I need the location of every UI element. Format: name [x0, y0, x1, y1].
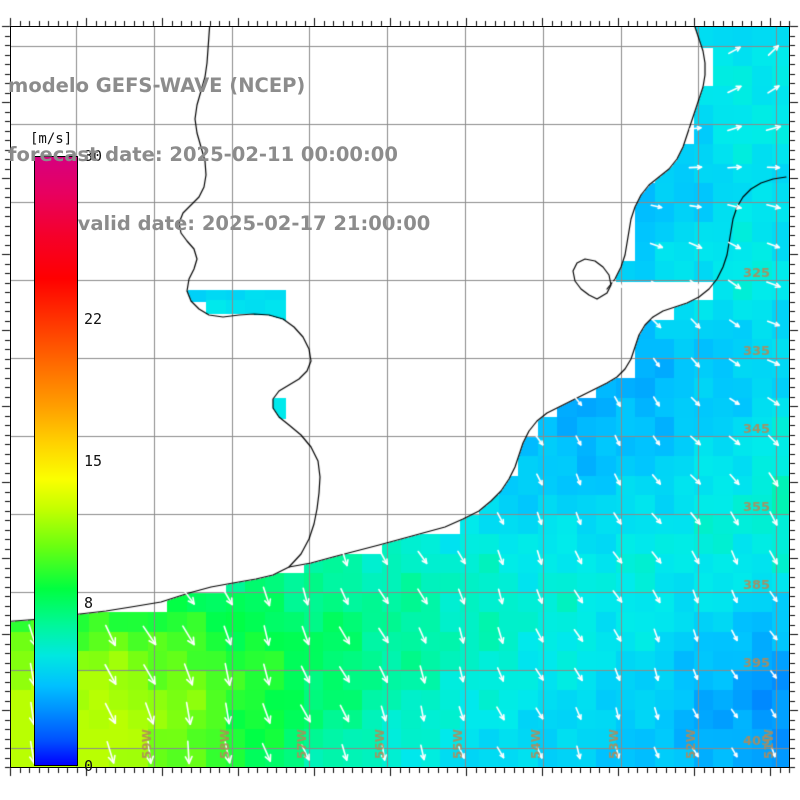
colorbar-tick-30: 30 [84, 147, 103, 165]
colorbar-unit-label: [m/s] [30, 131, 73, 147]
colorbar-tick-15: 15 [84, 452, 103, 470]
colorbar-tick-0: 0 [84, 757, 94, 775]
colorbar-tick-8: 8 [84, 594, 94, 613]
colorbar-gradient [34, 156, 78, 766]
colorbar-tick-22: 22 [84, 309, 103, 328]
